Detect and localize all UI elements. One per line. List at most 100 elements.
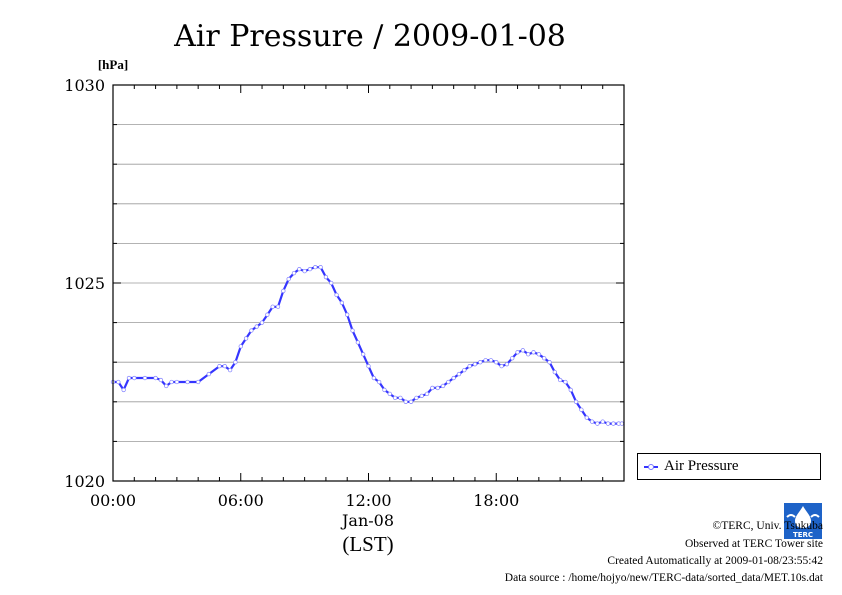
data-point	[259, 320, 265, 325]
data-point	[579, 407, 584, 412]
data-point	[206, 371, 211, 377]
data-point	[619, 421, 625, 426]
data-point	[430, 385, 435, 391]
x-axis: 00:00 06:00 12:00 18:00	[90, 85, 625, 510]
gridlines	[113, 124, 624, 442]
series-line	[113, 266, 622, 425]
data-point	[573, 399, 579, 404]
data-point	[286, 276, 291, 282]
data-point	[435, 385, 440, 391]
data-point	[494, 360, 499, 365]
data-point	[217, 364, 222, 369]
data-point	[563, 379, 568, 385]
data-point	[185, 379, 190, 385]
data-point	[132, 375, 137, 381]
legend-line-swatch-icon	[644, 463, 658, 470]
data-point	[462, 367, 467, 373]
data-point	[568, 387, 573, 393]
data-point	[510, 356, 515, 361]
data-point	[227, 367, 233, 373]
data-point	[291, 270, 297, 276]
data-point	[371, 375, 376, 381]
data-point	[142, 375, 148, 381]
data-point	[350, 328, 355, 333]
data-point	[595, 421, 600, 426]
data-point	[307, 266, 313, 272]
credit-source: Data source : /home/hojyo/new/TERC-data/…	[504, 572, 823, 584]
data-point	[589, 419, 595, 424]
legend-label: Air Pressure	[664, 458, 739, 474]
data-point	[605, 421, 611, 426]
data-point	[584, 415, 589, 420]
data-point	[297, 266, 302, 272]
series-air-pressure	[110, 265, 625, 426]
data-point	[398, 395, 403, 400]
data-point	[536, 352, 541, 357]
data-point	[526, 352, 531, 357]
data-point	[126, 375, 132, 381]
data-point	[456, 371, 462, 377]
data-point	[116, 379, 121, 385]
x-date-label: Jan-08	[340, 511, 394, 530]
data-point	[334, 292, 339, 298]
credit-copyright: ©TERC, Univ. Tsukuba	[712, 520, 823, 532]
x-tick-label: 12:00	[345, 491, 391, 510]
data-point	[467, 364, 472, 369]
data-point	[520, 348, 526, 353]
data-point	[302, 268, 307, 274]
data-point	[515, 350, 520, 355]
data-point	[414, 395, 419, 400]
terc-logo-icon: TERC	[784, 503, 822, 539]
y-axis-unit-label: [hPa]	[98, 57, 128, 72]
data-point	[403, 399, 408, 404]
y-tick-label: 1020	[64, 472, 105, 491]
data-point	[542, 356, 547, 361]
data-point	[424, 391, 430, 397]
y-tick-label: 1030	[64, 76, 105, 95]
data-point	[499, 364, 504, 369]
data-point	[611, 421, 616, 426]
data-point	[275, 304, 281, 309]
data-point	[158, 377, 164, 383]
credit-observed: Observed at TERC Tower site	[684, 538, 823, 550]
data-point	[329, 280, 334, 286]
data-point	[446, 379, 451, 385]
data-point	[281, 288, 286, 294]
data-point	[233, 360, 238, 365]
logo-text: TERC	[793, 531, 813, 539]
data-point	[408, 399, 414, 404]
data-point	[376, 379, 382, 385]
x-axis-label: (LST)	[342, 532, 393, 556]
data-point	[169, 379, 174, 385]
legend: Air Pressure	[637, 453, 821, 480]
data-point	[552, 369, 557, 375]
data-point	[323, 274, 329, 280]
data-point	[313, 265, 318, 270]
data-point	[164, 383, 169, 389]
chart-title: Air Pressure / 2009-01-08	[173, 19, 566, 54]
data-point	[196, 379, 201, 385]
data-point	[355, 340, 361, 345]
data-point	[451, 375, 456, 381]
data-point	[419, 393, 424, 399]
data-point	[339, 300, 345, 305]
y-tick-label: 1025	[64, 274, 105, 293]
data-point	[153, 375, 158, 381]
data-point	[547, 360, 552, 365]
x-tick-label: 06:00	[218, 491, 264, 510]
x-tick-label: 18:00	[473, 491, 519, 510]
data-point	[121, 387, 126, 393]
y-axis: 1020 1025 1030	[64, 76, 624, 491]
data-point	[557, 377, 563, 383]
data-point	[174, 379, 180, 385]
data-point	[387, 391, 392, 397]
x-tick-label: 00:00	[90, 491, 136, 510]
data-point	[504, 362, 510, 367]
data-point	[483, 358, 488, 363]
data-point	[361, 352, 366, 357]
data-point	[270, 304, 275, 309]
data-point	[254, 324, 259, 329]
data-point	[478, 360, 483, 365]
data-point	[366, 364, 371, 369]
